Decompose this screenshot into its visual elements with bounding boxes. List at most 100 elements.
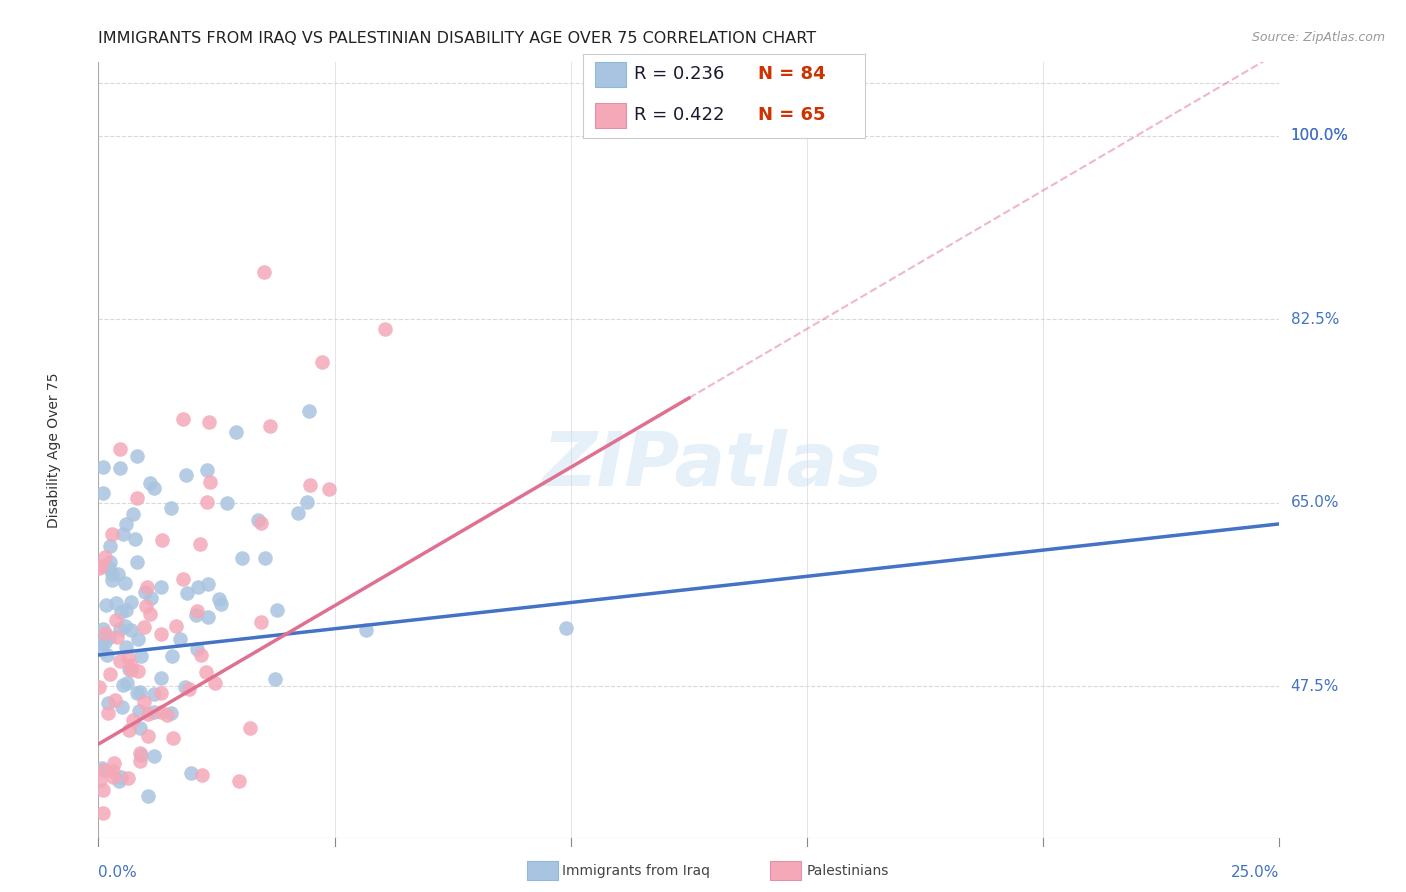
Point [117, 771, 139, 785]
Point [174, 467, 197, 482]
Point [100, 573, 122, 587]
Text: 65.0%: 65.0% [1291, 495, 1339, 510]
Point [129, 748, 152, 763]
Point [149, 705, 172, 719]
Point [136, 580, 159, 594]
Point [105, 596, 128, 610]
Point [354, 624, 377, 638]
Point [101, 770, 124, 784]
Point [90, 558, 112, 573]
Point [91, 460, 114, 475]
Point [250, 516, 273, 530]
Point [129, 648, 152, 663]
Point [150, 627, 173, 641]
Point [188, 537, 211, 551]
Text: R = 0.422: R = 0.422 [634, 105, 724, 123]
Point [129, 746, 152, 760]
Point [118, 723, 141, 737]
Point [110, 605, 132, 619]
Point [94, 635, 117, 649]
Point [162, 731, 184, 745]
Point [117, 650, 139, 665]
Point [246, 512, 269, 526]
Point [91, 486, 114, 500]
Point [90, 636, 112, 650]
Point [150, 580, 173, 594]
Point [204, 676, 226, 690]
Point [115, 676, 138, 690]
Point [231, 550, 253, 565]
Point [225, 425, 247, 439]
Point [103, 756, 125, 770]
Point [105, 630, 128, 644]
Point [120, 595, 142, 609]
FancyBboxPatch shape [595, 62, 626, 87]
Point [110, 770, 132, 784]
Text: R = 0.236: R = 0.236 [634, 65, 724, 83]
Point [129, 721, 152, 735]
Point [143, 748, 166, 763]
Point [114, 575, 136, 590]
Point [141, 591, 163, 605]
Point [120, 624, 142, 638]
Point [111, 526, 134, 541]
Point [112, 678, 135, 692]
Point [127, 632, 149, 647]
Point [91, 642, 114, 657]
Point [191, 768, 214, 782]
Point [108, 655, 131, 669]
Point [136, 706, 159, 721]
Point [128, 704, 150, 718]
Point [184, 608, 207, 623]
Point [209, 597, 232, 611]
Point [96, 598, 118, 612]
Point [96, 648, 118, 663]
Point [150, 686, 173, 700]
Point [172, 412, 194, 426]
Point [259, 419, 281, 434]
Point [207, 592, 229, 607]
Point [98, 667, 121, 681]
Point [197, 610, 219, 624]
Point [111, 699, 134, 714]
Point [98, 554, 121, 568]
Point [127, 664, 149, 678]
Point [180, 766, 202, 780]
Point [120, 664, 142, 678]
Point [134, 620, 156, 634]
Text: Source: ZipAtlas.com: Source: ZipAtlas.com [1251, 31, 1385, 45]
Point [122, 713, 145, 727]
Point [198, 416, 221, 430]
Text: Disability Age Over 75: Disability Age Over 75 [46, 373, 60, 528]
Text: N = 65: N = 65 [758, 105, 825, 123]
Point [108, 461, 131, 475]
Point [160, 649, 183, 664]
Point [124, 532, 146, 546]
Point [194, 665, 217, 680]
Text: Palestinians: Palestinians [807, 863, 890, 878]
Text: 100.0%: 100.0% [1291, 128, 1348, 144]
Point [101, 764, 124, 778]
Point [195, 463, 218, 477]
Text: 100.0%: 100.0% [1291, 128, 1348, 144]
FancyBboxPatch shape [595, 103, 626, 128]
Text: 82.5%: 82.5% [1291, 312, 1339, 326]
Point [104, 693, 127, 707]
Point [266, 603, 288, 617]
Point [298, 404, 321, 418]
Point [215, 496, 238, 510]
Point [98, 539, 121, 553]
Point [127, 686, 149, 700]
Point [108, 774, 131, 789]
Point [239, 721, 262, 735]
Point [299, 478, 322, 492]
Point [98, 631, 121, 645]
Point [295, 495, 318, 509]
Point [97, 696, 120, 710]
Point [108, 442, 131, 456]
Point [190, 648, 212, 663]
Point [127, 555, 149, 569]
Point [122, 507, 145, 521]
Point [108, 622, 131, 636]
Point [114, 619, 136, 633]
